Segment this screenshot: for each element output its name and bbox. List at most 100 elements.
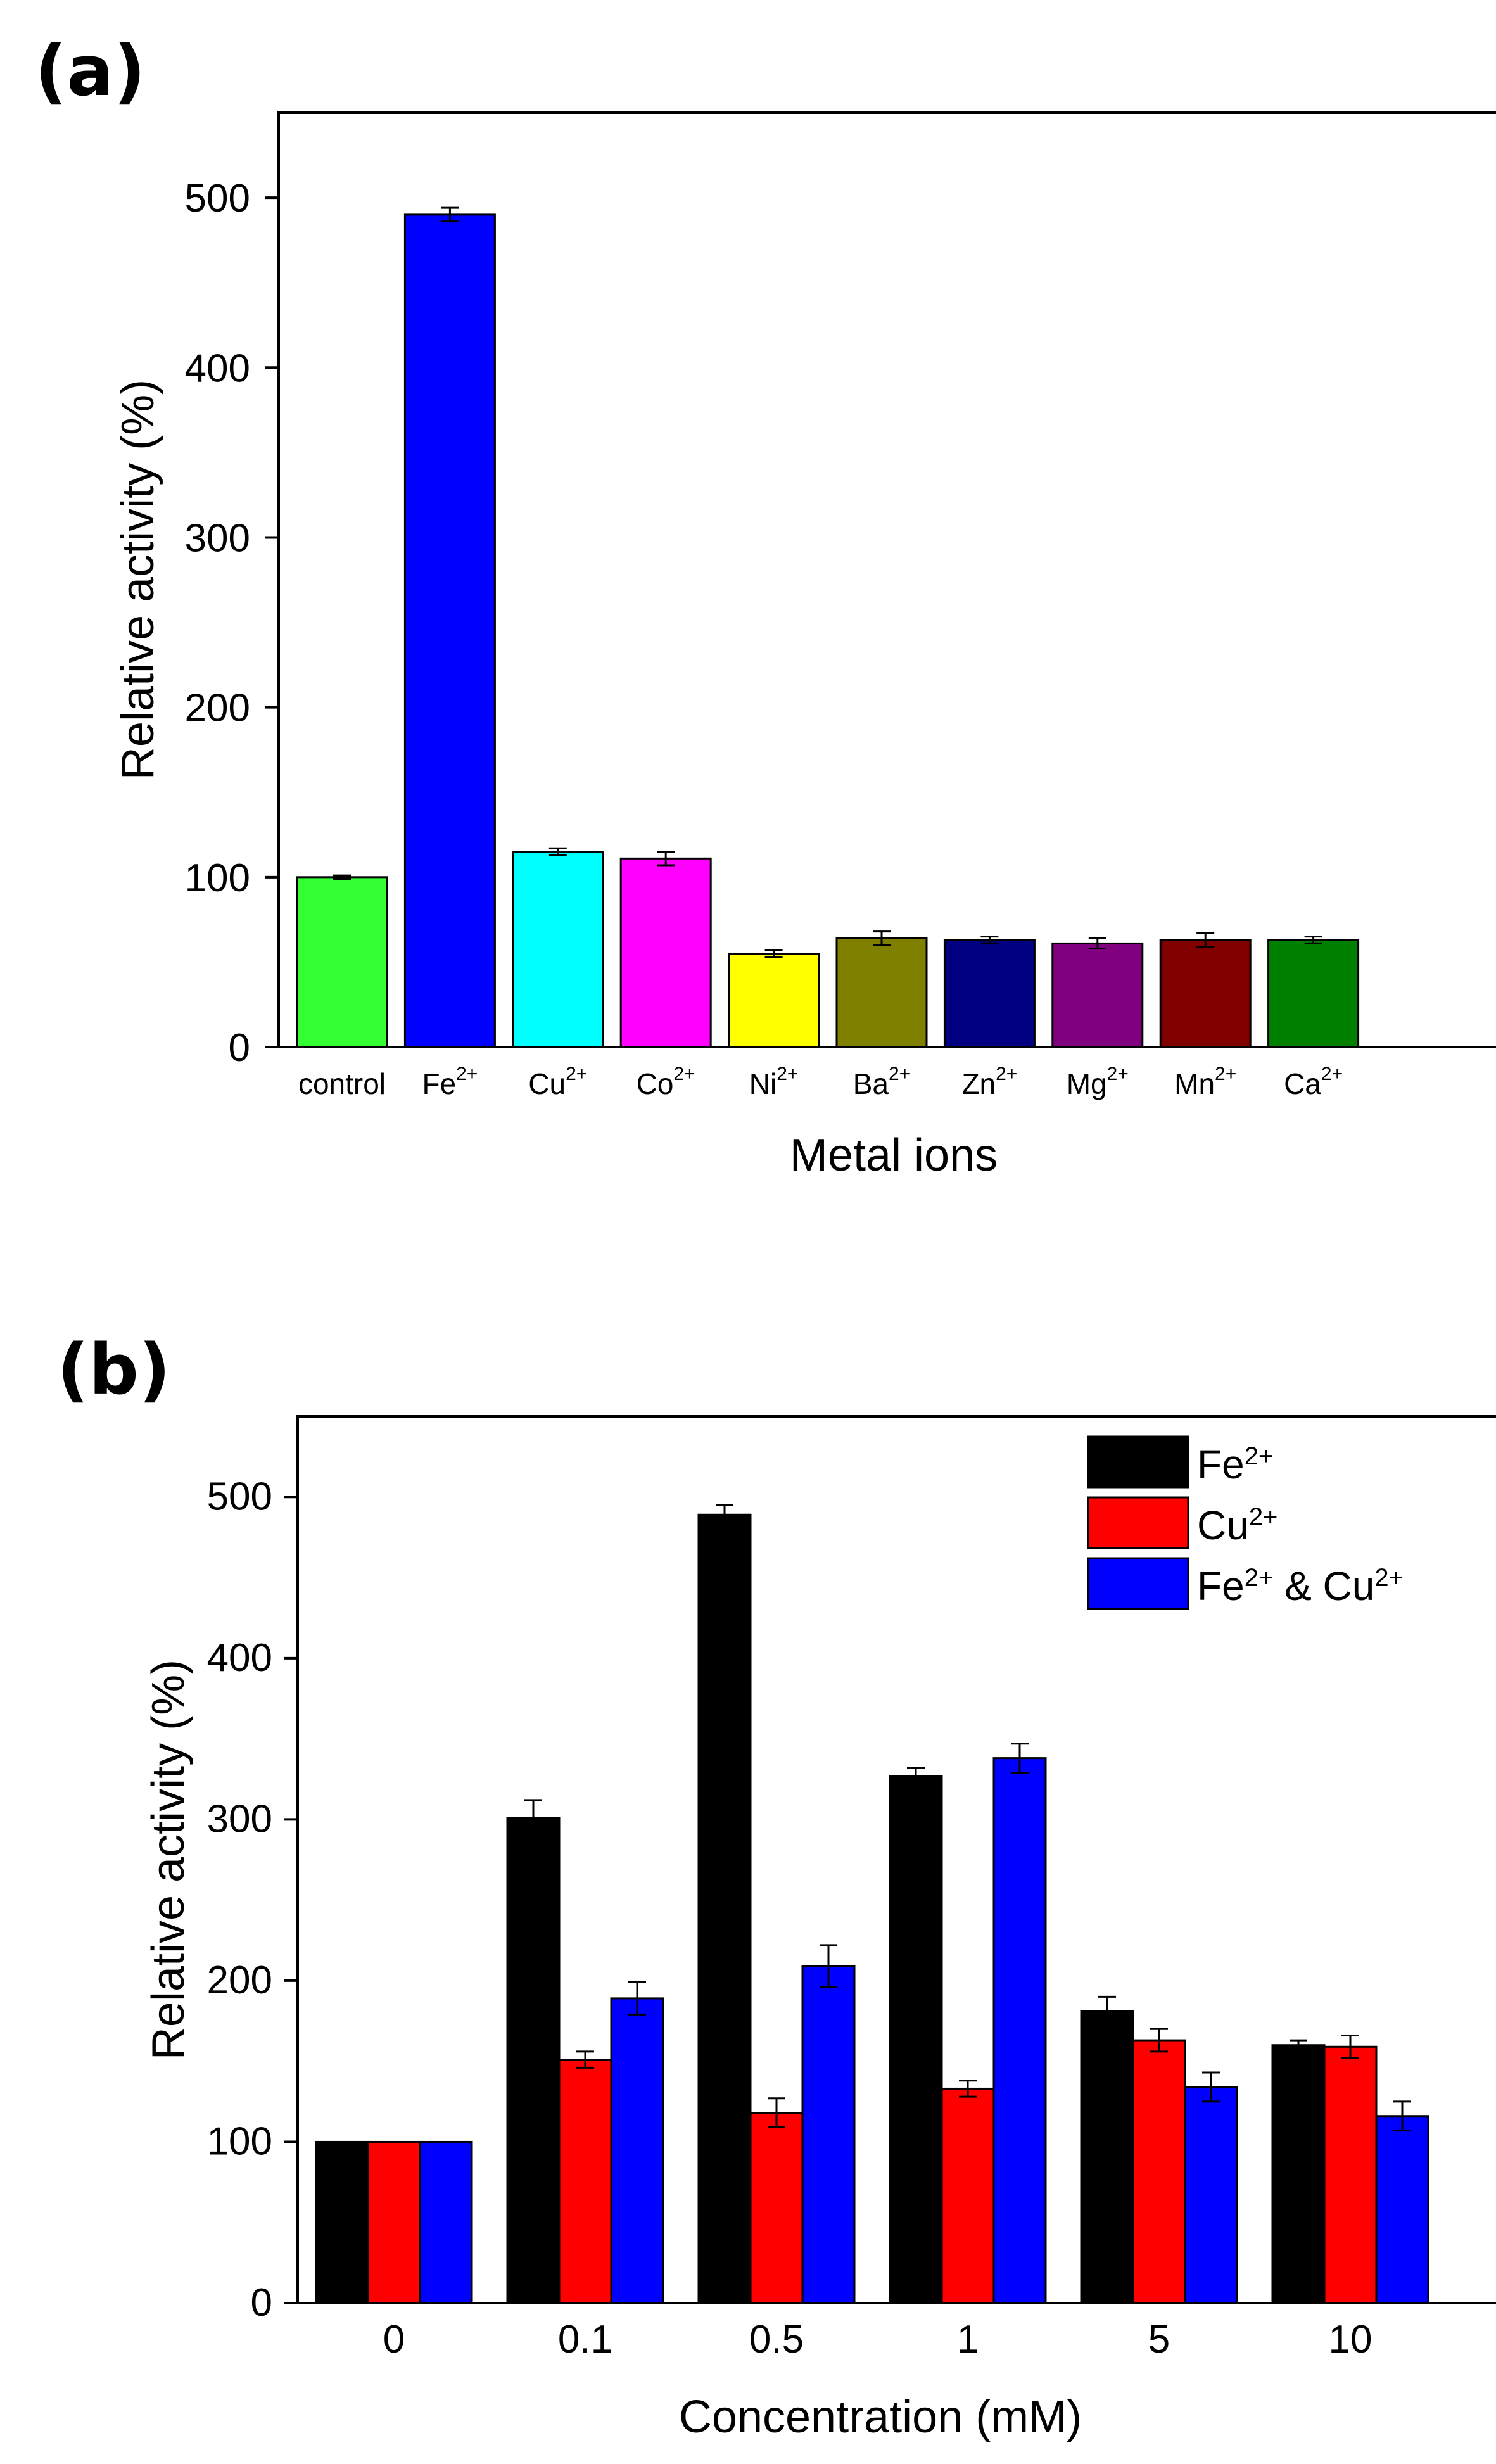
panel-b-bar-series1-0.1	[506, 1817, 561, 2304]
panel-a-x-tick-label-ni: Ni2+	[749, 1064, 799, 1100]
panel-b-x-axis-title: Concentration (mM)	[679, 2392, 1082, 2442]
panel-a-y-ticks: 0 100 200 300 400 500	[185, 177, 279, 1070]
panel-a-y-tick-label-0: 0	[229, 1026, 250, 1070]
panel-a-y-tick-label-100: 100	[185, 856, 250, 900]
panel-a-x-tick-label-cu: Cu2+	[528, 1064, 587, 1100]
panel-b-x-tick-label-10: 10	[1329, 2318, 1372, 2361]
panel-b-bar-series2-10	[1323, 2045, 1378, 2304]
panel-a-y-tick-label-500: 500	[185, 177, 250, 220]
panel-a-bar-fe2plus	[403, 213, 496, 1048]
panel-a-x-tick-labels: control Fe2+ Cu2+ Co2+ Ni2+ Ba2+ Zn2+ Mg2+ Mn2+ C…	[298, 1064, 1343, 1100]
panel-b-bar-series2-0.5	[749, 2112, 804, 2304]
panel-a-y-tick-label-300: 300	[185, 516, 250, 560]
panel-b-bar-series1-0	[315, 2140, 369, 2304]
panel-b-bar-series1-0.1-error-bar	[524, 1799, 542, 1837]
panel-b-bar-series1-5	[1080, 2010, 1134, 2304]
panel-a-bar-mn2plus	[1159, 939, 1252, 1048]
panel-b-x-tick-labels: 0 0.1 0.5 1 5 10	[383, 2318, 1372, 2361]
panel-b-legend-label-3: Fe2+ & Cu2+	[1197, 1563, 1404, 1609]
panel-b-bar-series3-0	[419, 2140, 473, 2304]
panel-b-x-tick-label-1: 1	[957, 2318, 979, 2361]
panel-a-bar-ba2plus	[835, 937, 928, 1048]
panel-b-bar-series3-0.1-error-bar	[628, 1981, 646, 2016]
panel-a-x-tick-label-ba: Ba2+	[853, 1064, 910, 1100]
panel-a-x-tick-label-fe: Fe2+	[422, 1064, 478, 1100]
panel-b-legend-swatch-2	[1087, 1496, 1189, 1549]
panel-a-y-tick-label-400: 400	[185, 346, 250, 390]
panel-b-bar-series3-1	[992, 1757, 1047, 2304]
panel-a-bar-control-error-bar	[333, 874, 351, 880]
panel-a-bar-mn2plus-error-bar	[1196, 932, 1215, 948]
panel-b-label: (b)	[57, 1329, 170, 1410]
panel-b-bar-series3-10	[1375, 2115, 1429, 2304]
panel-b-y-axis-title: Relative activity (%)	[143, 1660, 194, 2060]
panel-b-x-tick-label-0.1: 0.1	[558, 2318, 612, 2361]
panel-b-bar-series2-0.5-error-bar	[768, 2097, 785, 2129]
panel-a-bar-mg2plus	[1051, 942, 1144, 1048]
panel-b-x-tick-label-5: 5	[1148, 2318, 1170, 2361]
panel-b-bar-series2-10-error-bar	[1341, 2034, 1359, 2059]
panel-a-label: (a)	[35, 30, 146, 111]
panel-a-bar-ca2plus-error-bar	[1304, 936, 1322, 944]
panel-b-bar-series1-1	[889, 1775, 943, 2304]
panel-b-bar-series2-1-error-bar	[959, 2080, 977, 2098]
panel-b-bar-series3-0.5-error-bar	[820, 1944, 837, 1988]
panel-b: (b) 0 100 200 300 400 500 0 0.1 0.5 1 5 10 Fe2+ Cu2…	[57, 1329, 1496, 2442]
panel-a-bar-ba2plus-error-bar	[873, 930, 891, 946]
panel-a-bar-ca2plus	[1267, 939, 1360, 1048]
panel-a-x-tick-label-mn: Mn2+	[1174, 1064, 1236, 1100]
panel-b-bar-series3-5-error-bar	[1202, 2071, 1220, 2103]
panel-a-bar-co2plus-error-bar	[657, 851, 675, 867]
panel-b-bar-series2-0.1-error-bar	[576, 2050, 594, 2069]
panel-b-bar-series2-0.1	[558, 2059, 612, 2304]
panel-b-y-tick-label-200: 200	[207, 1959, 272, 2002]
panel-a-bar-ni2plus-error-bar	[764, 949, 783, 958]
panel-b-y-tick-label-500: 500	[207, 1475, 272, 1518]
panel-a-bar-fe2plus-error-bar	[441, 206, 459, 223]
panel-b-bar-series2-5	[1132, 2039, 1186, 2304]
panel-b-bar-series3-10-error-bar	[1393, 2100, 1411, 2132]
panel-b-bar-series1-0.5-error-bar	[716, 1504, 733, 1526]
panel-b-bar-series1-1-error-bar	[907, 1767, 925, 1785]
panel-a-x-tick-label-co: Co2+	[637, 1064, 695, 1100]
panel-b-bar-series3-5	[1184, 2086, 1238, 2304]
panel-b-bar-series3-1-error-bar	[1011, 1743, 1029, 1774]
panel-a-x-tick-label-control: control	[298, 1067, 386, 1100]
panel-b-legend-label-2: Cu2+	[1197, 1502, 1277, 1548]
panel-a-x-tick-label-zn: Zn2+	[961, 1064, 1017, 1100]
panel-b-y-tick-label-100: 100	[207, 2119, 272, 2163]
panel-b-y-tick-label-0: 0	[251, 2281, 272, 2325]
panel-b-bar-series2-5-error-bar	[1150, 2028, 1168, 2053]
panel-b-bar-series3-0.5	[801, 1965, 856, 2304]
panel-a-bar-ni2plus	[728, 953, 820, 1048]
panel-b-bar-series2-1	[941, 2087, 995, 2304]
panel-a-x-tick-label-ca: Ca2+	[1284, 1064, 1343, 1100]
panel-a-x-axis-title: Metal ions	[790, 1130, 998, 1181]
panel-a-bar-co2plus	[619, 857, 712, 1048]
panel-b-bar-series3-0.1	[610, 1997, 664, 2304]
panel-b-bar-series2-0	[367, 2140, 421, 2304]
panel-a-bar-cu2plus-error-bar	[548, 847, 567, 856]
panel-a-bar-control	[296, 876, 388, 1048]
panel-a-bar-zn2plus-error-bar	[980, 936, 999, 944]
panel-b-x-tick-label-0: 0	[383, 2318, 405, 2361]
panel-a-bars	[296, 206, 1360, 1048]
panel-b-y-tick-label-300: 300	[207, 1797, 272, 1841]
panel-a-bar-zn2plus	[943, 939, 1036, 1048]
panel-a-y-tick-label-200: 200	[185, 687, 250, 730]
panel-b-bar-series1-10-error-bar	[1290, 2039, 1307, 2051]
panel-b-bars	[315, 1504, 1429, 2304]
panel-b-y-tick-label-400: 400	[207, 1636, 272, 1680]
panel-b-bar-series1-5-error-bar	[1098, 1995, 1116, 2027]
panel-b-bar-series1-0.5	[697, 1513, 752, 2304]
panel-a: (a) 0 100 200 300 400 500 control Fe2+ Cu2+ Co2+…	[35, 30, 1496, 1181]
panel-b-legend-swatch-3	[1087, 1557, 1189, 1610]
panel-a-x-tick-label-mg: Mg2+	[1067, 1064, 1129, 1100]
panel-a-y-axis-title: Relative activity (%)	[113, 379, 163, 780]
panel-b-bar-series1-10	[1271, 2044, 1326, 2304]
panel-b-legend: Fe2+ Cu2+ Fe2+ & Cu2+	[1087, 1435, 1404, 1610]
panel-b-x-tick-label-0.5: 0.5	[749, 2318, 804, 2361]
panel-b-legend-label-1: Fe2+	[1197, 1442, 1273, 1487]
panel-a-bar-mg2plus-error-bar	[1088, 937, 1106, 949]
